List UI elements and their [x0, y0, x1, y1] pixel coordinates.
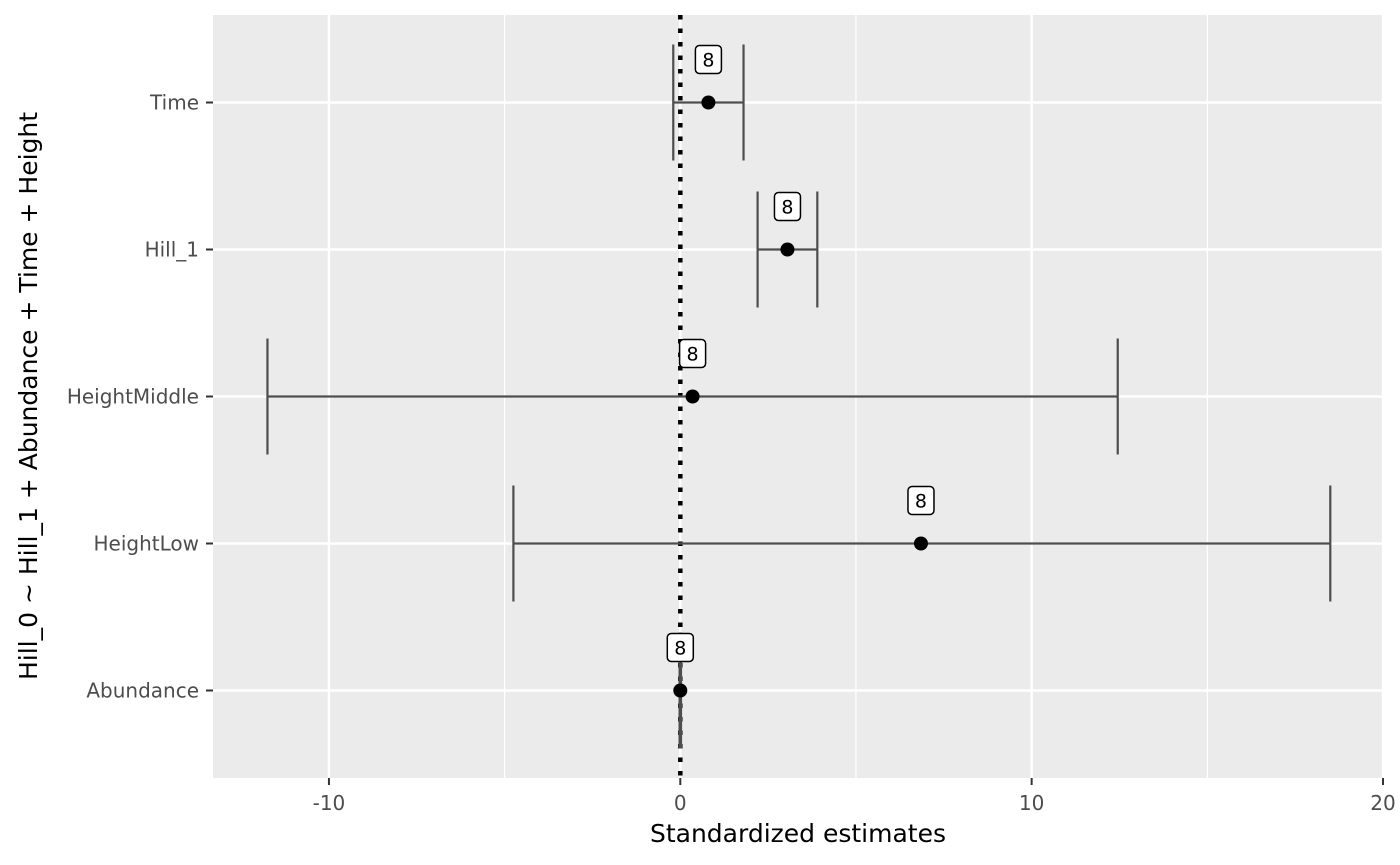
x-tick-label: 20 [1370, 791, 1395, 815]
estimate-point-Abundance [673, 683, 688, 698]
y-tick-label: HeightLow [94, 532, 200, 556]
n-label-Hill_1: 8 [781, 197, 793, 219]
x-axis: -10 0 10 20 [313, 778, 1396, 815]
n-label-HeightLow: 8 [915, 491, 927, 513]
y-tick-label: HeightMiddle [67, 385, 199, 409]
y-axis: Time Hill_1 HeightMiddle HeightLow Abundance [67, 91, 213, 703]
x-tick-label: -10 [313, 791, 346, 815]
n-label-HeightMiddle: 8 [687, 344, 699, 366]
estimate-points [673, 95, 928, 698]
x-tick-label: 10 [1019, 791, 1044, 815]
n-label-box-Time [694, 44, 723, 75]
estimate-point-Hill_1 [780, 242, 795, 257]
x-tick-label: 0 [674, 791, 687, 815]
n-label-box-HeightMiddle [678, 338, 707, 369]
n-label-box-Hill_1 [773, 191, 802, 222]
y-tick-label: Time [149, 91, 199, 115]
n-labels: 8 8 8 8 8 [666, 44, 935, 663]
estimate-point-Time [701, 95, 716, 110]
estimate-point-HeightLow [913, 536, 928, 551]
y-axis-title: Hill_0 ~ Hill_1 + Abundance + Time + Hei… [14, 112, 43, 680]
y-tick-label: Abundance [86, 679, 199, 703]
y-tick-label: Hill_1 [145, 238, 199, 262]
n-label-box-Abundance [666, 632, 695, 663]
estimate-point-HeightMiddle [685, 389, 700, 404]
n-label-Abundance: 8 [674, 638, 686, 660]
x-axis-title: Standardized estimates [650, 819, 946, 848]
n-label-box-HeightLow [907, 485, 935, 516]
n-label-Time: 8 [702, 50, 714, 72]
